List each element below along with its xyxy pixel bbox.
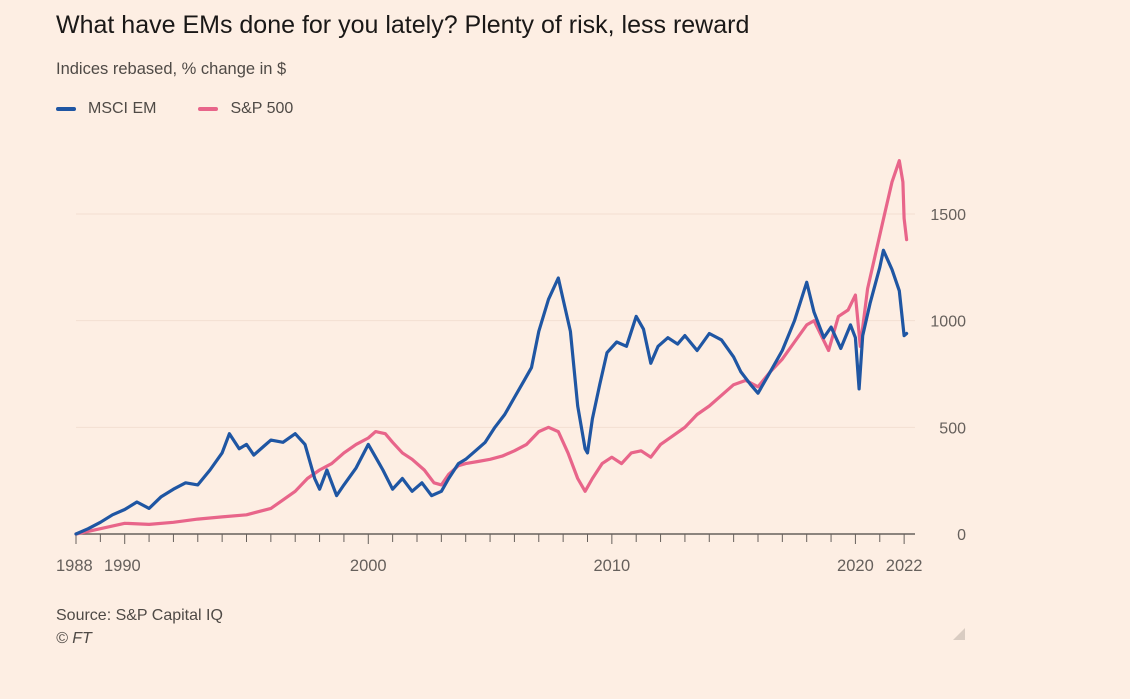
chart-subtitle: Indices rebased, % change in $ [56, 60, 287, 78]
x-tick-label-2022: 2022 [886, 557, 923, 575]
legend-item-sp500: S&P 500 [198, 100, 293, 118]
resize-handle-icon[interactable] [953, 628, 965, 640]
legend-label-sp500: S&P 500 [230, 100, 294, 117]
y-tick-label-1500: 1500 [930, 207, 966, 224]
y-tick-label-0: 0 [957, 527, 966, 544]
copyright-credit: © FT [56, 630, 92, 647]
legend-item-msci-em: MSCI EM [56, 100, 156, 118]
x-tick-label-1988: 1988 [56, 557, 93, 575]
x-tick-label-2000: 2000 [350, 557, 387, 575]
x-tick-label-1990: 1990 [104, 557, 141, 575]
chart-legend: MSCI EM S&P 500 [56, 98, 335, 120]
chart-title: What have EMs done for you lately? Plent… [56, 11, 750, 39]
x-tick-label-2020: 2020 [837, 557, 874, 575]
x-tick-label-2010: 2010 [593, 557, 630, 575]
source-note: Source: S&P Capital IQ [56, 607, 223, 624]
series-line-s-p-500 [74, 159, 909, 536]
legend-label-msci-em: MSCI EM [88, 100, 157, 117]
legend-swatch-sp500 [198, 107, 219, 111]
y-tick-label-500: 500 [939, 420, 966, 437]
legend-swatch-msci-em [56, 107, 76, 111]
series-line-msci-em [74, 248, 909, 536]
y-tick-label-1000: 1000 [930, 314, 966, 331]
